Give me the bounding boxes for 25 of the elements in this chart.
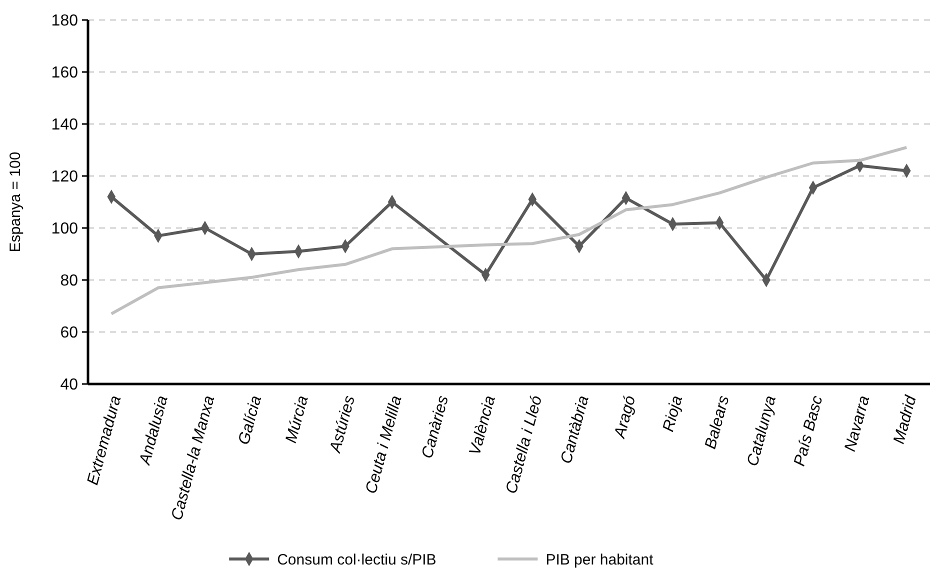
- x-tick-label: Astúries: [326, 394, 359, 456]
- x-tick-label: Canàries: [419, 394, 452, 460]
- y-tick-label: 180: [51, 12, 78, 30]
- x-tick-label: Navarra: [842, 394, 874, 454]
- y-axis-title: Espanya = 100: [7, 152, 24, 252]
- legend-label: Consum col·lectiu s/PIB: [277, 551, 436, 568]
- x-tick-label: Galícia: [236, 394, 266, 447]
- x-tick-label: València: [466, 394, 499, 458]
- y-tick-label: 160: [51, 64, 78, 82]
- y-tick-label: 120: [51, 168, 78, 186]
- x-tick-label: Castella i Lleó: [503, 394, 546, 496]
- x-tick-label: Múrcia: [282, 394, 312, 445]
- y-tick-label: 100: [51, 220, 78, 238]
- y-tick-label: 60: [60, 324, 78, 342]
- x-tick-label: Rioja: [660, 394, 686, 434]
- x-tick-label: Ceuta i Melilla: [362, 394, 406, 496]
- x-tick-label: País Basc: [791, 394, 826, 468]
- x-tick-label: Balears: [702, 394, 733, 451]
- y-tick-label: 40: [60, 376, 78, 394]
- y-tick-label: 80: [60, 272, 78, 290]
- legend-label: PIB per habitant: [546, 551, 654, 568]
- x-tick-label: Aragó: [611, 394, 640, 441]
- x-tick-label: Madrid: [890, 393, 920, 446]
- y-tick-label: 140: [51, 116, 78, 134]
- x-tick-label: Cantàbria: [558, 394, 592, 466]
